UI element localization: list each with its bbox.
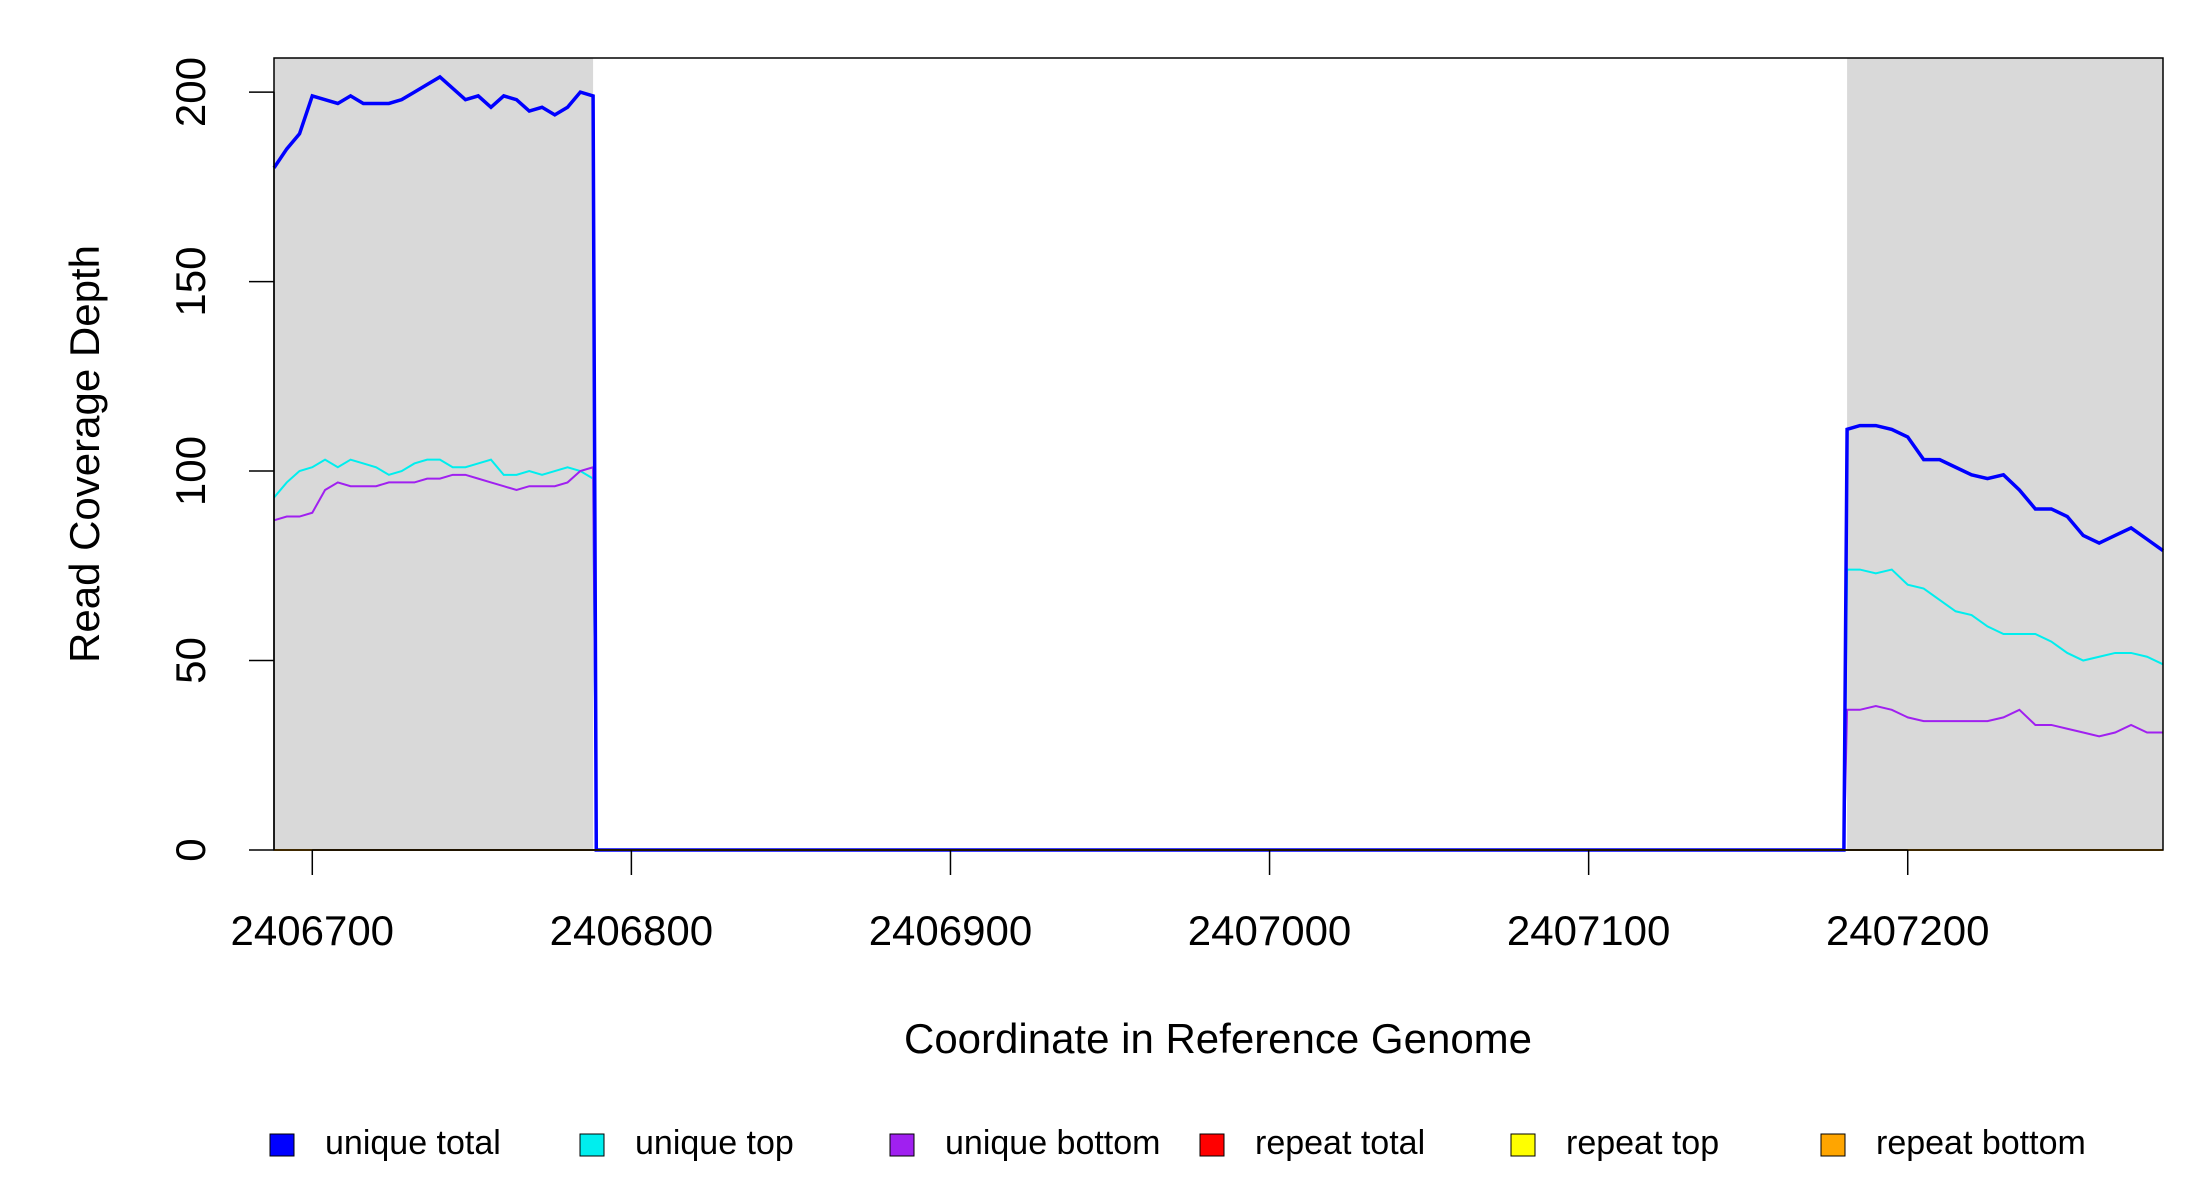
legend-swatch <box>1510 1133 1536 1157</box>
legend-swatch <box>269 1133 295 1157</box>
shaded-region <box>1847 58 2163 850</box>
legend-label: unique total <box>325 1124 501 1162</box>
legend-swatch <box>889 1133 915 1157</box>
x-tick-label: 2407100 <box>1507 907 1671 954</box>
x-tick-label: 2407000 <box>1188 907 1352 954</box>
series-line <box>272 74 2165 852</box>
y-tick-label: 150 <box>167 247 214 317</box>
y-axis-title: Read Coverage Depth <box>61 245 108 663</box>
legend-swatch <box>579 1133 605 1157</box>
legend-label: unique top <box>635 1124 794 1162</box>
x-tick-label: 2406800 <box>550 907 714 954</box>
x-tick-label: 2406700 <box>231 907 395 954</box>
legend-swatch <box>1820 1133 1846 1157</box>
y-tick-label: 200 <box>167 57 214 127</box>
y-tick-label: 0 <box>167 838 214 861</box>
y-tick-label: 100 <box>167 436 214 506</box>
legend-label: repeat top <box>1566 1124 1719 1162</box>
x-tick-label: 2406900 <box>869 907 1033 954</box>
legend-label: unique bottom <box>945 1124 1161 1162</box>
legend-swatch <box>1199 1133 1225 1157</box>
legend-label: repeat bottom <box>1876 1124 2086 1162</box>
x-axis-title: Coordinate in Reference Genome <box>904 1015 1532 1062</box>
legend-label: repeat total <box>1255 1124 1425 1162</box>
y-tick-label: 50 <box>167 637 214 684</box>
series-line <box>273 465 2163 851</box>
x-tick-label: 2407200 <box>1826 907 1990 954</box>
shaded-region <box>274 58 594 850</box>
